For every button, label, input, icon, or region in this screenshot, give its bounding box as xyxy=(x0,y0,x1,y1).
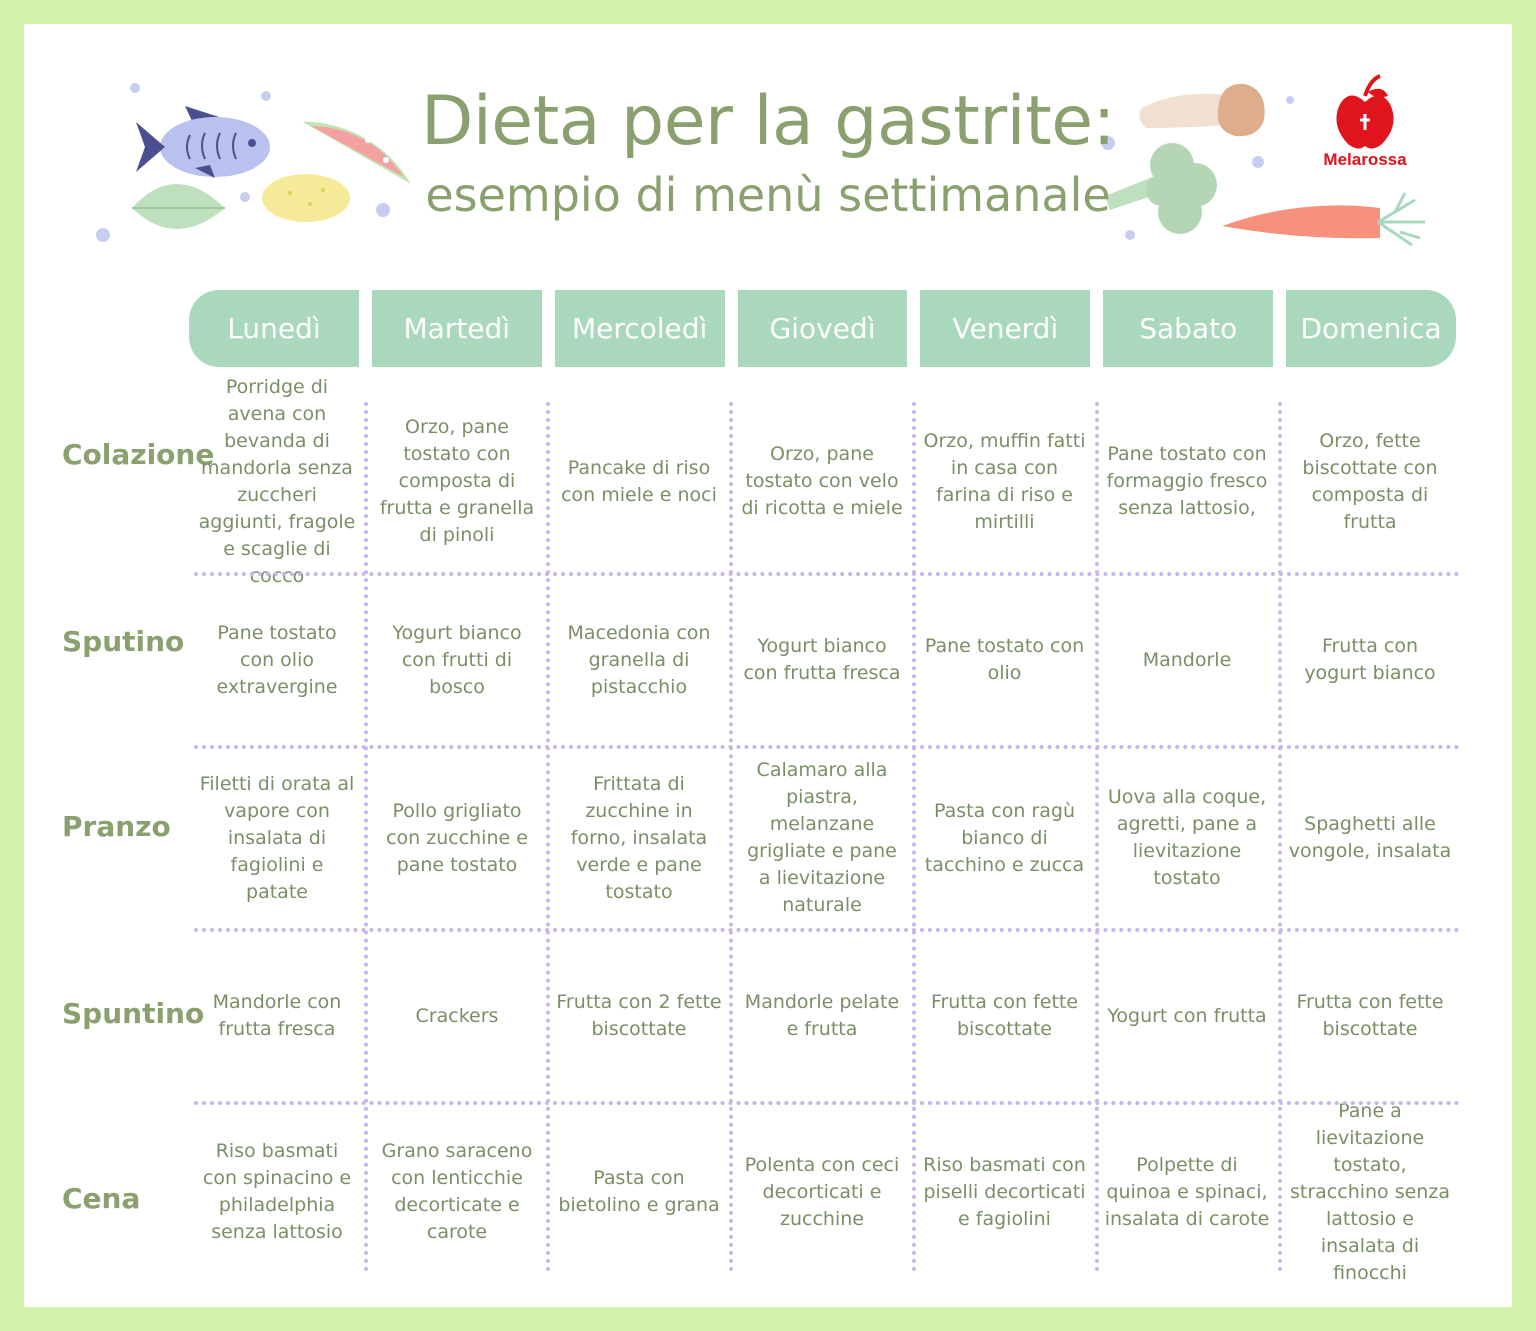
menu-cell: Frittata di zucchine in forno, insalata … xyxy=(570,772,708,903)
menu-cell: Uova alla coque, agretti, pane a lievita… xyxy=(1107,786,1267,889)
menu-cell: Orzo, fette biscottate con composta di f… xyxy=(1302,429,1438,533)
column-divider xyxy=(364,402,368,1272)
day-header-friday: Venerdì xyxy=(920,290,1091,367)
menu-cell: Mandorle xyxy=(1142,648,1232,671)
column-divider xyxy=(1278,402,1282,1272)
row-divider xyxy=(194,745,1460,749)
day-header-wednesday: Mercoledì xyxy=(554,290,725,367)
meal-label-2: Sputino xyxy=(62,625,185,658)
menu-cell: Riso basmati con spinacino e philadelphi… xyxy=(202,1140,352,1243)
menu-cell: Frutta con 2 fette biscottate xyxy=(556,991,722,1040)
menu-cell: Orzo, pane tostato con velo di ricotta e… xyxy=(741,443,903,519)
meal-label-4: Spuntino xyxy=(62,997,205,1030)
meal-label-3: Pranzo xyxy=(62,810,171,843)
menu-cell: Pasta con ragù bianco di tacchino e zucc… xyxy=(924,799,1085,876)
menu-cell: Frutta con yogurt bianco xyxy=(1304,635,1436,684)
menu-cell: Orzo, pane tostato con composta di frutt… xyxy=(379,416,535,546)
menu-cell: Filetti di orata al vapore con insalata … xyxy=(199,772,355,903)
brand-name: Melarossa xyxy=(1323,150,1407,169)
menu-cell: Polpette di quinoa e spinaci, insalata d… xyxy=(1104,1153,1270,1230)
menu-cell: Polenta con ceci decorticati e zucchine xyxy=(744,1153,900,1230)
day-header-sunday: Domenica xyxy=(1286,290,1457,367)
apple-icon xyxy=(1336,74,1394,149)
meal-label-1: Colazione xyxy=(62,438,215,471)
menu-cell: Yogurt bianco con frutta fresca xyxy=(743,635,901,684)
menu-cell: Crackers xyxy=(415,1004,499,1027)
menu-cell: Pane tostato con formaggio fresco senza … xyxy=(1106,443,1268,519)
lemon-icon xyxy=(262,174,350,222)
column-divider xyxy=(729,402,733,1272)
page-subtitle: esempio di menù settimanale xyxy=(425,168,1111,222)
menu-cell: Mandorle pelate e frutta xyxy=(744,991,900,1040)
menu-cell: Pane a lievitazione tostato, stracchino … xyxy=(1290,1099,1450,1284)
menu-cell: Yogurt bianco con frutti di bosco xyxy=(392,621,522,698)
menu-cell: Spaghetti alle vongole, insalata xyxy=(1288,813,1452,862)
page-title: Dieta per la gastrite: xyxy=(421,82,1115,161)
menu-cell: Pancake di riso con miele e noci xyxy=(561,456,717,506)
leaf-icon xyxy=(132,184,225,229)
menu-cell: Yogurt con frutta xyxy=(1107,1004,1267,1027)
menu-cell: Calamaro alla piastra, melanzane griglia… xyxy=(747,759,897,916)
column-divider xyxy=(912,402,916,1272)
menu-cell: Macedonia con granella di pistacchio xyxy=(567,621,711,698)
menu-cell: Pollo grigliato con zucchine e pane tost… xyxy=(386,799,528,876)
menu-cell: Grano saraceno con lenticchie decorticat… xyxy=(381,1140,533,1243)
menu-cell: Pane tostato con olio extravergine xyxy=(216,621,338,698)
menu-card xyxy=(24,24,1512,1307)
column-divider xyxy=(546,402,550,1272)
day-header-row: Lunedì Martedì Mercoledì Giovedì Venerdì… xyxy=(189,290,1457,367)
broccoli-icon xyxy=(1105,143,1217,234)
menu-cell: Riso basmati con piselli decorticati e f… xyxy=(923,1153,1086,1230)
menu-cell: Mandorle con frutta fresca xyxy=(212,991,342,1040)
watermelon-icon xyxy=(302,97,411,184)
menu-cell: Pasta con bietolino e grana xyxy=(558,1167,720,1216)
menu-cell: Orzo, muffin fatti in casa con farina di… xyxy=(923,429,1086,533)
row-divider xyxy=(194,928,1460,932)
day-header-monday: Lunedì xyxy=(189,290,359,367)
day-header-saturday: Sabato xyxy=(1103,290,1274,367)
day-header-thursday: Giovedì xyxy=(737,290,908,367)
fish-icon xyxy=(136,106,270,178)
carrot-icon xyxy=(1222,192,1425,247)
column-divider xyxy=(1095,402,1099,1272)
mushroom-icon xyxy=(1139,83,1265,137)
food-illustrations xyxy=(96,83,1425,247)
menu-cell: Pane tostato con olio xyxy=(924,635,1085,684)
row-divider xyxy=(194,1101,1460,1105)
menu-cell: Porridge di avena con bevanda di mandorl… xyxy=(198,376,356,587)
menu-cell: Frutta con fette biscottate xyxy=(930,991,1079,1040)
bubbles xyxy=(96,83,1294,242)
meal-label-5: Cena xyxy=(62,1182,141,1215)
day-header-tuesday: Martedì xyxy=(371,290,542,367)
row-divider xyxy=(194,572,1460,576)
menu-cell: Frutta con fette biscottate xyxy=(1296,991,1444,1040)
